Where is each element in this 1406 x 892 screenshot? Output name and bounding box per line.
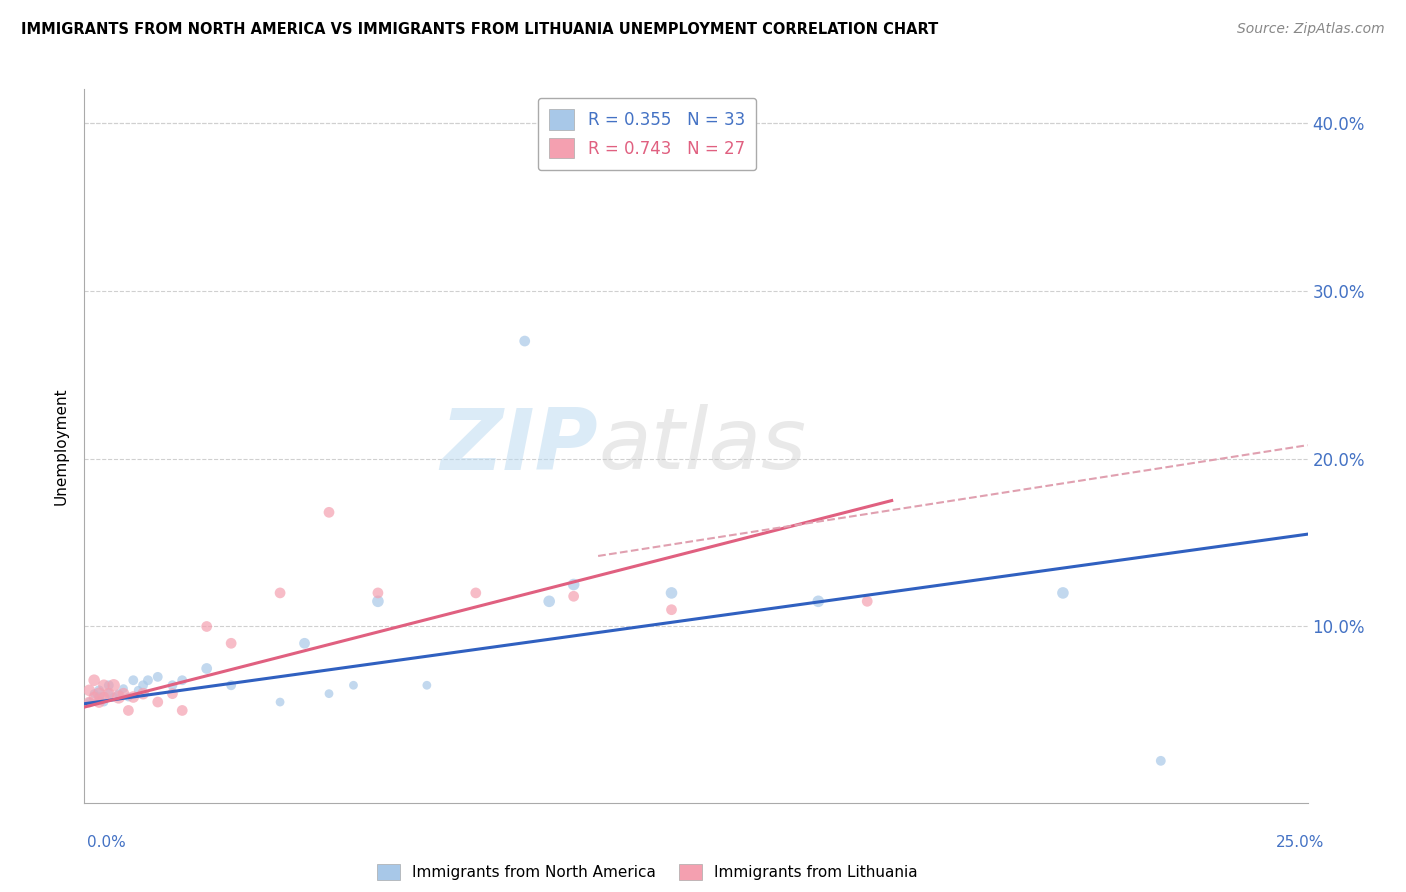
Point bbox=[318, 687, 340, 701]
Point bbox=[195, 661, 218, 675]
Point bbox=[172, 703, 194, 717]
Point bbox=[127, 683, 149, 698]
Point bbox=[219, 678, 242, 692]
Point bbox=[112, 681, 135, 696]
Point bbox=[856, 594, 879, 608]
Point bbox=[219, 636, 242, 650]
Point bbox=[269, 695, 291, 709]
Text: ZIP: ZIP bbox=[440, 404, 598, 488]
Point bbox=[1150, 754, 1173, 768]
Point bbox=[132, 687, 155, 701]
Point bbox=[93, 695, 115, 709]
Point bbox=[93, 690, 115, 704]
Point bbox=[103, 678, 125, 692]
Point bbox=[117, 703, 139, 717]
Text: Source: ZipAtlas.com: Source: ZipAtlas.com bbox=[1237, 22, 1385, 37]
Point bbox=[97, 687, 120, 701]
Point bbox=[538, 594, 561, 608]
Point bbox=[269, 586, 291, 600]
Point bbox=[367, 594, 389, 608]
Point bbox=[97, 687, 120, 701]
Point bbox=[661, 603, 683, 617]
Point bbox=[416, 678, 439, 692]
Point bbox=[294, 636, 316, 650]
Point bbox=[513, 334, 536, 348]
Point bbox=[83, 690, 105, 704]
Point bbox=[464, 586, 486, 600]
Point bbox=[562, 577, 585, 591]
Text: 0.0%: 0.0% bbox=[87, 836, 127, 850]
Text: atlas: atlas bbox=[598, 404, 806, 488]
Point bbox=[122, 690, 145, 704]
Point bbox=[172, 673, 194, 688]
Point bbox=[146, 695, 169, 709]
Point bbox=[807, 594, 830, 608]
Point bbox=[1052, 586, 1074, 600]
Point bbox=[87, 683, 110, 698]
Point bbox=[162, 678, 184, 692]
Point bbox=[661, 586, 683, 600]
Point bbox=[162, 687, 184, 701]
Point bbox=[132, 678, 155, 692]
Point bbox=[87, 687, 110, 701]
Point bbox=[367, 586, 389, 600]
Point bbox=[83, 673, 105, 688]
Point bbox=[122, 673, 145, 688]
Point bbox=[77, 695, 100, 709]
Text: 25.0%: 25.0% bbox=[1277, 836, 1324, 850]
Point bbox=[318, 505, 340, 519]
Point bbox=[562, 589, 585, 603]
Legend: Immigrants from North America, Immigrants from Lithuania: Immigrants from North America, Immigrant… bbox=[368, 856, 925, 888]
Point bbox=[195, 619, 218, 633]
Point bbox=[342, 678, 364, 692]
Point bbox=[107, 690, 129, 704]
Point bbox=[146, 670, 169, 684]
Point bbox=[103, 690, 125, 704]
Point bbox=[117, 690, 139, 704]
Point bbox=[77, 683, 100, 698]
Point bbox=[93, 678, 115, 692]
Point bbox=[97, 678, 120, 692]
Point bbox=[77, 695, 100, 709]
Point bbox=[112, 687, 135, 701]
Point bbox=[83, 687, 105, 701]
Y-axis label: Unemployment: Unemployment bbox=[53, 387, 69, 505]
Point bbox=[107, 687, 129, 701]
Point bbox=[87, 695, 110, 709]
Text: IMMIGRANTS FROM NORTH AMERICA VS IMMIGRANTS FROM LITHUANIA UNEMPLOYMENT CORRELAT: IMMIGRANTS FROM NORTH AMERICA VS IMMIGRA… bbox=[21, 22, 938, 37]
Point bbox=[136, 673, 159, 688]
Point bbox=[87, 690, 110, 704]
